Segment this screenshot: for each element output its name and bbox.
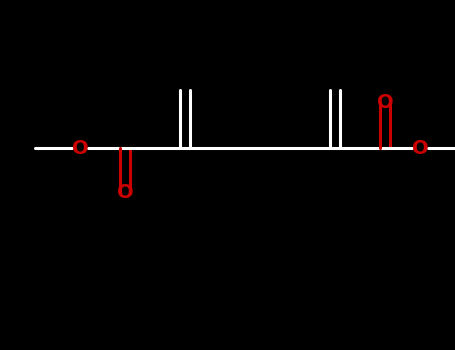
Text: O: O [377,93,393,112]
Text: O: O [412,139,428,158]
Text: O: O [72,139,88,158]
Text: O: O [116,183,133,203]
